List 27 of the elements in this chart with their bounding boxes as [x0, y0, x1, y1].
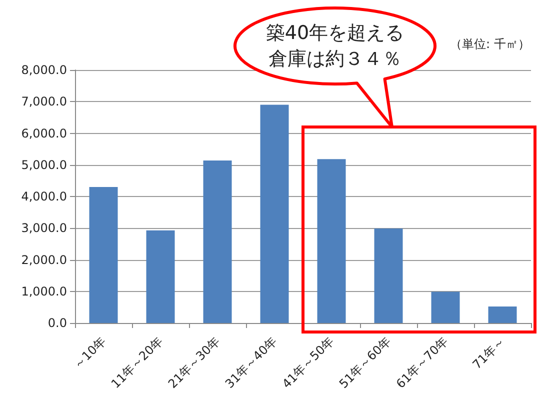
bar	[146, 230, 175, 323]
bar	[89, 187, 118, 323]
bar	[317, 159, 346, 323]
x-tick-label: 31年～40年	[222, 334, 280, 391]
x-tick-label: 21年～30年	[166, 334, 222, 391]
x-tick-label: 41年～50年	[280, 334, 336, 391]
text: （単位: 千㎡）	[450, 36, 531, 52]
y-tick-label: 6,000.0	[21, 126, 67, 140]
y-tick-label: 4,000.0	[21, 190, 67, 204]
x-tick-label: 71年～	[470, 334, 508, 372]
y-tick-label: 8,000.0	[21, 63, 67, 77]
x-tick-label: ～10年	[70, 334, 108, 372]
bar	[203, 160, 232, 323]
x-tick-label: 11年～20年	[108, 334, 166, 391]
bar	[374, 228, 403, 323]
x-tick-label: 61年～70年	[394, 334, 450, 391]
text: 築40年を超える倉庫は約３４％	[264, 21, 406, 72]
y-tick-label: 7,000.0	[21, 94, 67, 109]
y-tick-label: 0.0	[48, 316, 67, 330]
bar	[488, 306, 517, 323]
y-tick-label: 3,000.0	[21, 221, 67, 236]
x-tick-label: 51年～60年	[336, 334, 394, 391]
y-tick-label: 1,000.0	[21, 284, 67, 298]
y-tick-label: 5,000.0	[21, 158, 67, 172]
bar	[431, 292, 460, 323]
y-tick-label: 2,000.0	[21, 252, 67, 267]
bar	[260, 104, 289, 323]
